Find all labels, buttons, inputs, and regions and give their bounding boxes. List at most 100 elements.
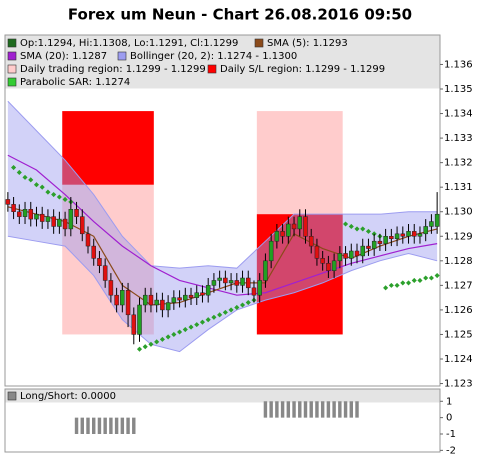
candle-body bbox=[429, 221, 434, 227]
long-short-bar bbox=[97, 417, 102, 434]
long-short-bar bbox=[126, 417, 130, 434]
candle-body bbox=[108, 280, 114, 296]
candle-body bbox=[286, 223, 291, 237]
long-short-bar bbox=[286, 401, 291, 418]
candle-body bbox=[423, 226, 428, 235]
legend-swatch bbox=[7, 38, 17, 48]
candle-body bbox=[268, 240, 274, 262]
legend-swatch bbox=[117, 51, 127, 61]
sar-dot bbox=[142, 344, 148, 350]
legend-label: Daily trading region: 1.1299 - 1.1299 bbox=[20, 64, 206, 75]
sma20-line bbox=[7, 154, 438, 296]
sar-dot bbox=[365, 228, 371, 234]
y-tick-label: 1.123 bbox=[444, 379, 473, 390]
sar-dot bbox=[417, 277, 423, 284]
sar-dot bbox=[383, 285, 389, 291]
sar-dot bbox=[211, 314, 217, 320]
legend-swatch bbox=[7, 391, 17, 401]
candle-body bbox=[297, 216, 303, 230]
legend-label: Op:1.1294, Hi:1.1308, Lo:1.1291, Cl:1.12… bbox=[20, 38, 238, 49]
candle-body bbox=[246, 277, 251, 289]
candle-body bbox=[337, 253, 343, 262]
legend-label: SMA (20): 1.1287 bbox=[20, 51, 107, 62]
candle-body bbox=[434, 213, 440, 227]
candle-body bbox=[194, 292, 199, 298]
sar-dot bbox=[159, 336, 165, 342]
candle-body bbox=[274, 231, 280, 242]
candle-body bbox=[91, 245, 96, 259]
sar-dot bbox=[171, 331, 177, 338]
sma5-line bbox=[7, 206, 438, 306]
sar-dot bbox=[222, 309, 228, 315]
candle-body bbox=[165, 302, 171, 311]
legend-label: Bollinger (20, 2): 1.1274 - 1.1300 bbox=[130, 51, 297, 62]
candle-body bbox=[240, 277, 245, 286]
candle-body bbox=[28, 209, 34, 220]
long-short-bar bbox=[349, 401, 353, 418]
trading-region bbox=[256, 111, 343, 215]
sar-dot bbox=[199, 319, 206, 325]
y-tick-label: 1 bbox=[446, 396, 452, 407]
candle-body bbox=[120, 290, 125, 306]
y-tick-label: 1.125 bbox=[444, 329, 473, 340]
candle-body bbox=[291, 223, 297, 230]
candle-body bbox=[263, 260, 268, 281]
candle-body bbox=[85, 233, 91, 247]
sar-dot bbox=[165, 334, 171, 340]
sar-dot bbox=[28, 177, 34, 183]
candle-body bbox=[200, 292, 205, 296]
legend-label: Parabolic SAR: 1.1274 bbox=[20, 77, 130, 88]
candle-body bbox=[74, 209, 79, 217]
legend-swatch bbox=[7, 51, 17, 61]
candle-body bbox=[205, 285, 211, 296]
candle-body bbox=[97, 258, 102, 266]
candle-body bbox=[331, 260, 337, 271]
lower-legend-label: Long/Short: 0.0000 bbox=[20, 391, 116, 402]
candle-body bbox=[234, 280, 240, 286]
candle-body bbox=[308, 236, 314, 247]
long-short-bar bbox=[303, 401, 308, 418]
sar-dot bbox=[194, 322, 200, 328]
candle-body bbox=[131, 314, 137, 335]
candle-body bbox=[228, 280, 234, 284]
long-short-bar bbox=[280, 401, 285, 418]
candle-body bbox=[417, 233, 423, 237]
sar-dot bbox=[51, 191, 57, 198]
candle-body bbox=[360, 245, 365, 257]
long-short-bar bbox=[109, 417, 113, 434]
candle-body bbox=[383, 236, 388, 244]
long-short-bar bbox=[338, 401, 342, 418]
long-short-bar bbox=[292, 401, 296, 418]
legend-swatch bbox=[254, 38, 264, 48]
candle-body bbox=[5, 199, 11, 205]
sar-dot bbox=[154, 339, 160, 345]
sl-region bbox=[62, 111, 154, 185]
candle-body bbox=[211, 280, 217, 286]
sar-dot bbox=[343, 221, 349, 227]
y-tick-label: 1.132 bbox=[444, 158, 473, 169]
candle-body bbox=[257, 280, 262, 296]
candle-body bbox=[142, 294, 148, 306]
candle-body bbox=[400, 233, 406, 237]
long-short-bar bbox=[309, 401, 313, 418]
candle-body bbox=[354, 250, 360, 257]
sar-dot bbox=[428, 275, 434, 281]
sar-dot bbox=[400, 280, 406, 286]
candle-body bbox=[411, 231, 417, 237]
sar-dot bbox=[177, 329, 183, 335]
candle-body bbox=[183, 294, 188, 301]
candle-body bbox=[34, 213, 39, 220]
y-tick-label: 1.136 bbox=[444, 59, 473, 70]
y-tick-label: 1.124 bbox=[444, 354, 473, 365]
candle-body bbox=[114, 294, 119, 306]
candle-body bbox=[188, 294, 194, 298]
sar-dot bbox=[188, 324, 194, 330]
sar-dot bbox=[217, 312, 223, 318]
candle-body bbox=[371, 240, 377, 249]
y-tick-label: 1.130 bbox=[444, 207, 473, 218]
long-short-bar bbox=[103, 417, 107, 434]
candle-body bbox=[314, 245, 320, 259]
candle-body bbox=[39, 213, 45, 222]
